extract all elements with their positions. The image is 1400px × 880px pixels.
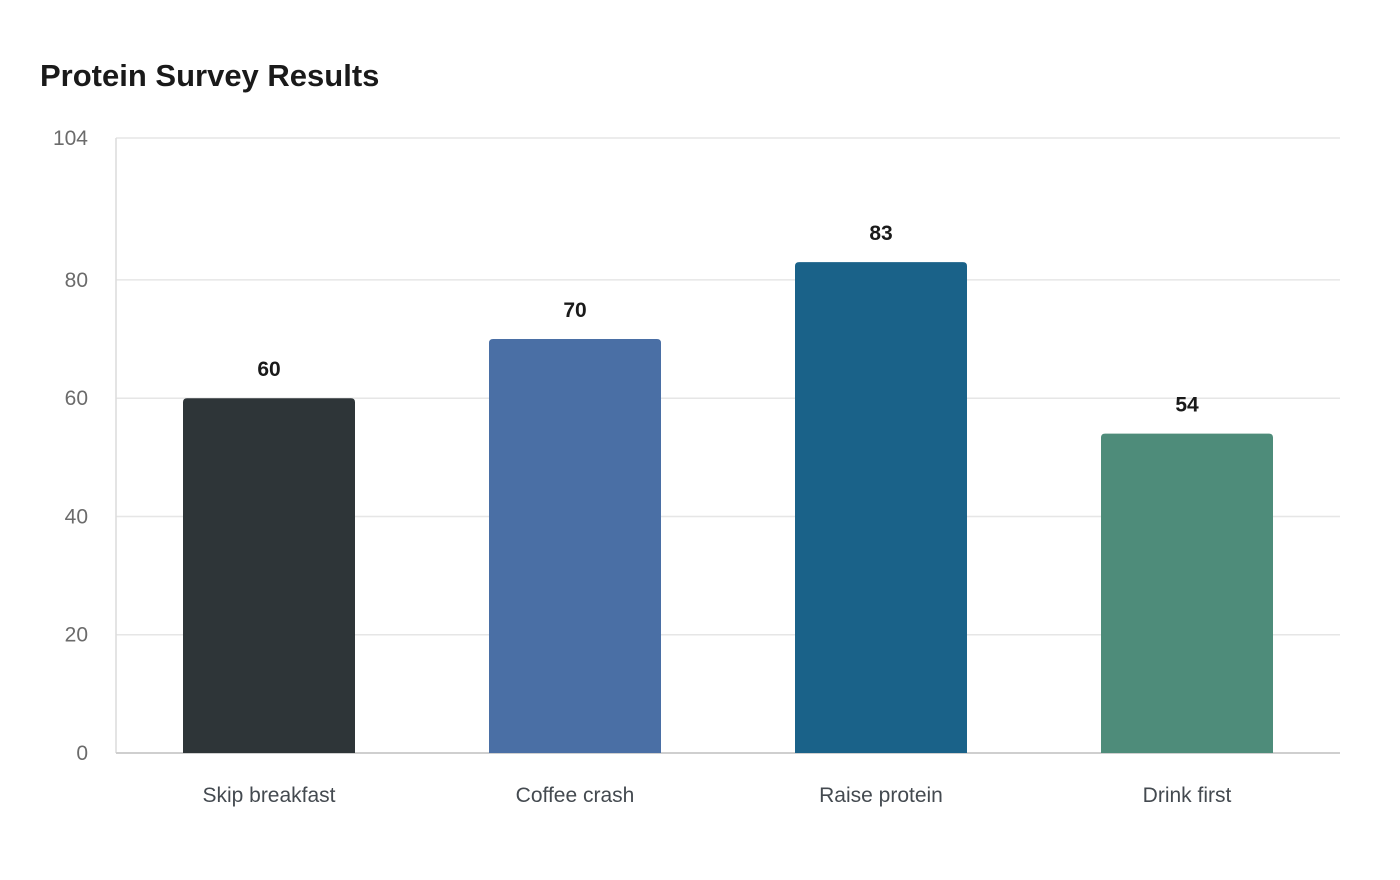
y-tick-label: 20 bbox=[65, 624, 88, 647]
y-tick-label: 60 bbox=[65, 387, 88, 410]
bar-value-label: 70 bbox=[563, 299, 586, 322]
bars bbox=[183, 262, 1273, 753]
bar-raise-protein bbox=[795, 262, 967, 753]
x-category-label: Coffee crash bbox=[516, 784, 635, 807]
bar-value-label: 83 bbox=[869, 222, 892, 245]
x-category-label: Raise protein bbox=[819, 784, 943, 807]
bar-drink-first bbox=[1101, 433, 1273, 753]
bar-skip-breakfast bbox=[183, 398, 355, 753]
bar-value-label: 54 bbox=[1175, 394, 1199, 417]
labels: 0 20 40 60 80 104 60 Skip breakfast 70 Coffee cra… bbox=[53, 127, 1232, 807]
y-tick-label: 80 bbox=[65, 269, 88, 292]
y-tick-label: 104 bbox=[53, 127, 88, 150]
y-tick-label: 0 bbox=[76, 742, 88, 765]
y-tick-label: 40 bbox=[65, 505, 88, 528]
bar-value-label: 60 bbox=[257, 358, 280, 381]
x-category-label: Drink first bbox=[1143, 784, 1232, 807]
x-category-label: Skip breakfast bbox=[202, 784, 335, 807]
bar-coffee-crash bbox=[489, 339, 661, 753]
chart-title: Protein Survey Results bbox=[40, 58, 380, 93]
